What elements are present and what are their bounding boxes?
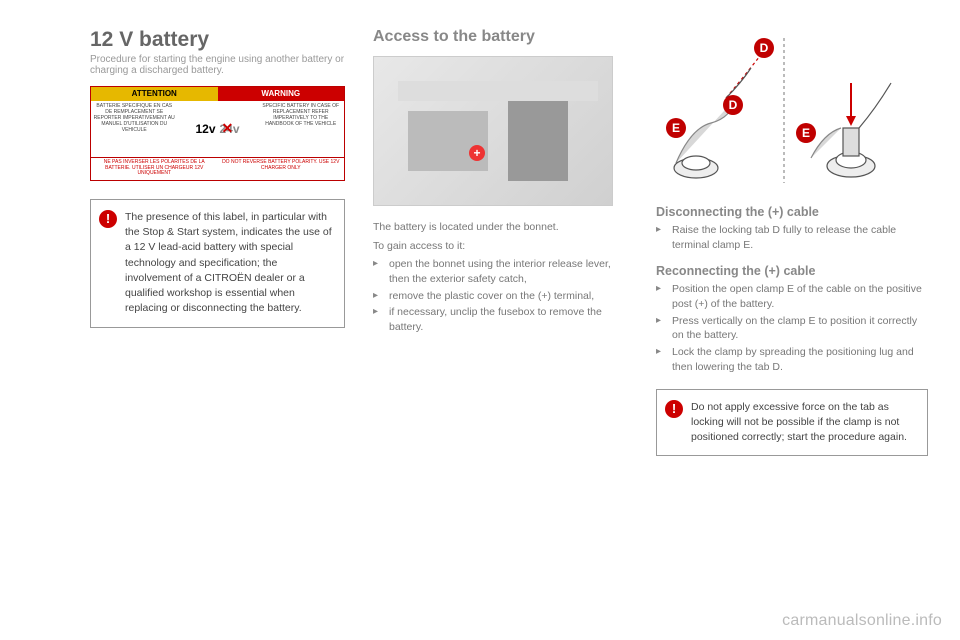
reconnect-step: Press vertically on the clamp E to posit… bbox=[656, 314, 928, 343]
clamp-diagram: D D E E bbox=[656, 28, 916, 193]
reconnect-steps: Position the open clamp E of the cable o… bbox=[656, 282, 928, 374]
left-column: 12 V battery Procedure for starting the … bbox=[90, 28, 345, 456]
callout-e2: E bbox=[802, 126, 810, 140]
page-title: 12 V battery bbox=[90, 28, 345, 52]
access-steps: open the bonnet using the interior relea… bbox=[373, 257, 628, 334]
callout-d2: D bbox=[729, 98, 738, 112]
middle-column: Access to the battery + The battery is l… bbox=[373, 28, 628, 456]
disconnect-heading: Disconnecting the (+) cable bbox=[656, 205, 928, 219]
alert-icon: ! bbox=[665, 400, 683, 418]
watermark: carmanualsonline.info bbox=[782, 612, 942, 630]
note-box-right: ! Do not apply excessive force on the ta… bbox=[656, 389, 928, 457]
label-fr-polarity: NE PAS INVERSER LES POLARITES DE LA BATT… bbox=[91, 158, 218, 180]
callout-e1: E bbox=[672, 121, 680, 135]
note-right-text: Do not apply excessive force on the tab … bbox=[691, 401, 907, 443]
label-12v: 12v bbox=[195, 122, 215, 136]
label-en-spec: SPECIFIC BATTERY IN CASE OF REPLACEMENT … bbox=[258, 101, 345, 157]
access-step: open the bonnet using the interior relea… bbox=[373, 257, 628, 286]
access-step: remove the plastic cover on the (+) term… bbox=[373, 289, 628, 304]
page-root: 12 V battery Procedure for starting the … bbox=[0, 0, 960, 476]
reconnect-step: Lock the clamp by spreading the position… bbox=[656, 345, 928, 374]
label-voltage-icons: 12v 24v bbox=[178, 101, 258, 157]
note-left-text: The presence of this label, in particula… bbox=[125, 211, 332, 314]
page-subtitle: Procedure for starting the engine using … bbox=[90, 54, 345, 76]
alert-icon: ! bbox=[99, 210, 117, 228]
callout-d1: D bbox=[760, 41, 769, 55]
battery-warning-label: ATTENTION WARNING BATTERIE SPECIFIQUE EN… bbox=[90, 86, 345, 181]
right-column: D D E E Disconnecting the (+) cable Rais… bbox=[656, 28, 928, 456]
disconnect-steps: Raise the locking tab D fully to release… bbox=[656, 223, 928, 252]
note-box-left: ! The presence of this label, in particu… bbox=[90, 199, 345, 328]
access-heading: Access to the battery bbox=[373, 28, 628, 46]
reconnect-step: Position the open clamp E of the cable o… bbox=[656, 282, 928, 311]
disconnect-step: Raise the locking tab D fully to release… bbox=[656, 223, 928, 252]
label-attention: ATTENTION bbox=[91, 87, 218, 101]
label-fr-spec: BATTERIE SPECIFIQUE EN CAS DE REMPLACEME… bbox=[91, 101, 178, 157]
label-en-polarity: DO NOT REVERSE BATTERY POLARITY. USE 12V… bbox=[218, 158, 345, 180]
access-body: The battery is located under the bonnet.… bbox=[373, 220, 628, 335]
label-24v: 24v bbox=[220, 122, 240, 136]
access-intro-2: To gain access to it: bbox=[373, 239, 628, 254]
reconnect-heading: Reconnecting the (+) cable bbox=[656, 264, 928, 278]
access-step: if necessary, unclip the fusebox to remo… bbox=[373, 305, 628, 334]
access-intro-1: The battery is located under the bonnet. bbox=[373, 220, 628, 235]
positive-terminal-icon: + bbox=[469, 145, 485, 161]
engine-bay-illustration: + bbox=[373, 56, 613, 206]
label-warning: WARNING bbox=[218, 87, 345, 101]
